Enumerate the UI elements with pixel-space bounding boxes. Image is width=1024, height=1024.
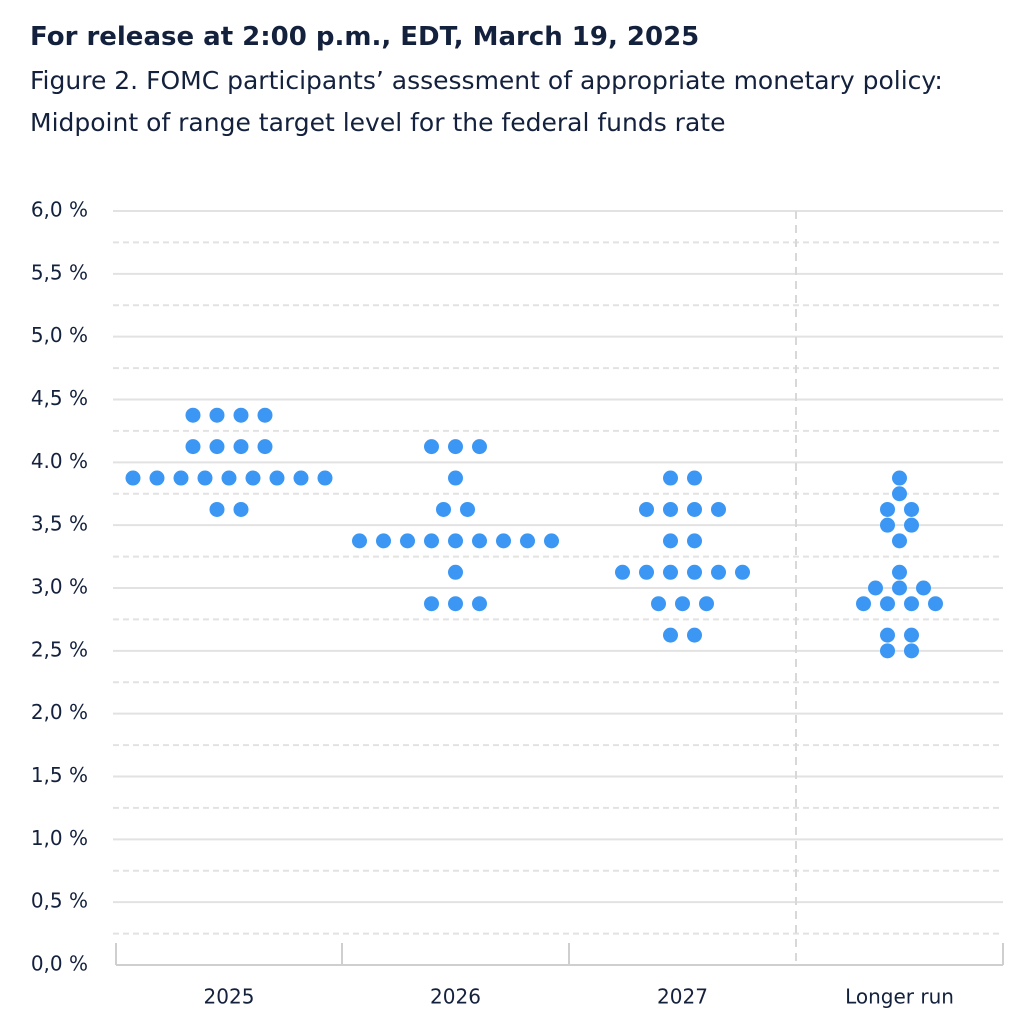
- dot: [892, 564, 907, 580]
- y-tick-label: 6,0 %: [31, 198, 88, 222]
- y-tick-label: 4,5 %: [31, 386, 88, 410]
- y-tick-label: 5,0 %: [31, 323, 88, 347]
- dot: [221, 470, 237, 486]
- dot: [916, 580, 931, 596]
- dot: [424, 596, 439, 612]
- dot: [904, 643, 919, 659]
- dot: [520, 533, 535, 549]
- dot: [125, 470, 141, 486]
- dot: [880, 596, 895, 612]
- dot: [675, 596, 690, 612]
- dot: [639, 501, 654, 517]
- dot: [687, 470, 702, 486]
- dot: [699, 596, 714, 612]
- y-tick-label: 0,0 %: [31, 952, 88, 976]
- dot: [880, 517, 895, 533]
- dot: [472, 439, 487, 455]
- dot: [735, 564, 750, 580]
- y-tick-label: 5,5 %: [31, 260, 88, 284]
- dot: [687, 627, 702, 643]
- dot: [185, 439, 201, 455]
- dot: [209, 407, 225, 423]
- chart-title: For release at 2:00 p.m., EDT, March 19,…: [30, 22, 700, 52]
- dot: [257, 439, 273, 455]
- y-tick-label: 3,0 %: [31, 575, 88, 599]
- dot: [424, 533, 439, 549]
- dot: [173, 470, 189, 486]
- x-tick-label: 2027: [657, 985, 708, 1009]
- y-tick-label: 3,5 %: [31, 512, 88, 536]
- dot: [892, 533, 907, 549]
- dot: [880, 643, 895, 659]
- dot: [496, 533, 511, 549]
- dot: [149, 470, 165, 486]
- dot: [257, 407, 273, 423]
- dot: [448, 439, 463, 455]
- dot: [904, 627, 919, 643]
- y-tick-label: 0,5 %: [31, 889, 88, 913]
- dot: [687, 501, 702, 517]
- dot: [436, 501, 451, 517]
- dot: [663, 470, 678, 486]
- dot: [245, 470, 261, 486]
- dot: [448, 564, 463, 580]
- dot: [544, 533, 559, 549]
- dot: [880, 627, 895, 643]
- dot: [460, 501, 475, 517]
- dot: [448, 596, 463, 612]
- dot: [663, 533, 678, 549]
- dot: [448, 470, 463, 486]
- y-tick-label: 2,0 %: [31, 700, 88, 724]
- y-tick-label: 4.0 %: [31, 449, 88, 473]
- dot: [269, 470, 285, 486]
- dot: [376, 533, 391, 549]
- dot: [687, 533, 702, 549]
- dot: [904, 596, 919, 612]
- dot: [233, 439, 249, 455]
- dot: [185, 407, 201, 423]
- dot: [904, 501, 919, 517]
- dot: [663, 501, 678, 517]
- dot: [352, 533, 367, 549]
- x-tick-label: 2025: [204, 985, 255, 1009]
- dot: [472, 533, 487, 549]
- dot: [209, 501, 225, 517]
- dot: [651, 596, 666, 612]
- dot: [317, 470, 333, 486]
- dot: [197, 470, 213, 486]
- y-tick-label: 1,0 %: [31, 826, 88, 850]
- x-tick-label: Longer run: [845, 985, 954, 1009]
- y-tick-label: 1,5 %: [31, 763, 88, 787]
- dot: [448, 533, 463, 549]
- dot: [663, 627, 678, 643]
- chart-subtitle: Figure 2. FOMC participants’ assessment …: [30, 66, 943, 137]
- dot: [663, 564, 678, 580]
- dot: [928, 596, 943, 612]
- dot: [209, 439, 225, 455]
- dot: [233, 407, 249, 423]
- dot: [424, 439, 439, 455]
- dot: [904, 517, 919, 533]
- dot: [711, 564, 726, 580]
- dot: [892, 470, 907, 486]
- dot: [293, 470, 309, 486]
- dot: [687, 564, 702, 580]
- y-tick-label: 2,5 %: [31, 637, 88, 661]
- dot: [892, 486, 907, 502]
- dot: [233, 501, 249, 517]
- dot: [880, 501, 895, 517]
- dot: [892, 580, 907, 596]
- dot: [868, 580, 883, 596]
- dot: [711, 501, 726, 517]
- dot: [400, 533, 415, 549]
- header: For release at 2:00 p.m., EDT, March 19,…: [30, 22, 990, 144]
- dot: [639, 564, 654, 580]
- dot: [472, 596, 487, 612]
- dot: [615, 564, 630, 580]
- dot: [856, 596, 871, 612]
- x-tick-label: 2026: [430, 985, 481, 1009]
